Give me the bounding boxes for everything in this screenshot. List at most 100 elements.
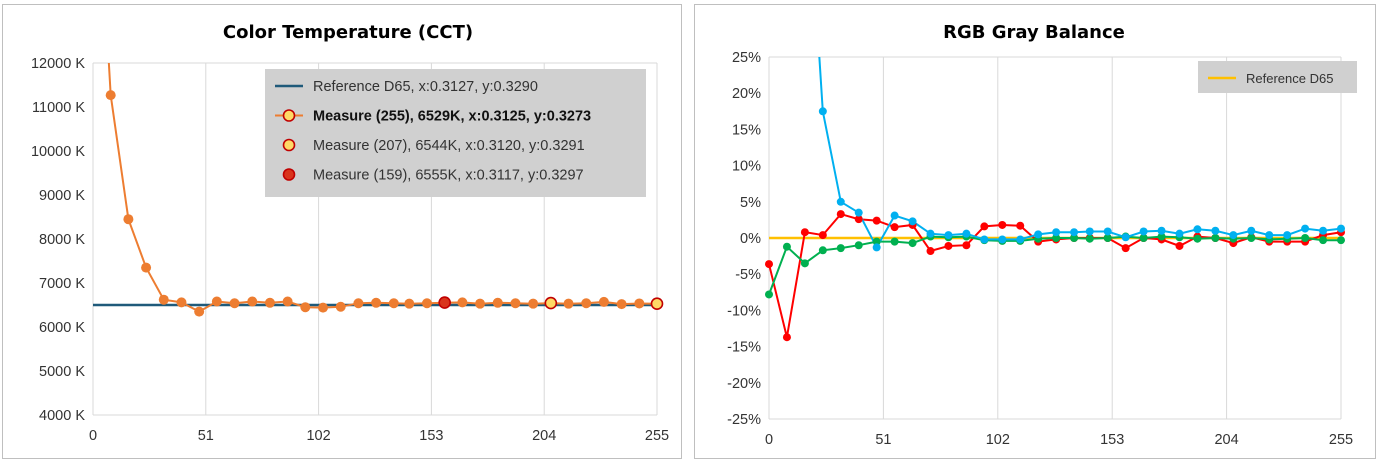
legend-label: Measure (159), 6555K, x:0.3117, y:0.3297: [313, 168, 584, 184]
data-point: [123, 214, 134, 225]
data-point: [1211, 226, 1220, 235]
highlight-point: [650, 297, 664, 311]
data-point: [1157, 232, 1166, 241]
y-tick-label: 10%: [732, 159, 761, 175]
data-point: [800, 259, 809, 268]
data-point: [998, 235, 1007, 244]
data-point: [998, 220, 1007, 229]
y-tick-label: -15%: [727, 340, 761, 356]
data-point: [1175, 241, 1184, 250]
data-point: [854, 215, 863, 224]
data-point: [1301, 234, 1310, 242]
x-tick-label: 153: [1100, 432, 1124, 448]
legend-label: Reference D65: [1246, 71, 1333, 86]
legend-marker: [282, 168, 296, 181]
rgb-chart-panel: RGB Gray Balance 0 51 102 153 204 255 -25% -20%…: [694, 4, 1376, 459]
y-tick-label: 7000 K: [39, 276, 85, 292]
x-tick-label: 0: [765, 432, 773, 448]
data-point: [908, 239, 917, 248]
data-point: [1337, 236, 1345, 245]
data-point: [457, 297, 468, 308]
legend-label: Measure (255), 6529K, x:0.3125, y:0.3273: [313, 109, 591, 125]
highlight-point: [544, 296, 558, 310]
data-point: [1247, 234, 1256, 242]
data-point: [872, 216, 881, 225]
data-point: [980, 235, 989, 244]
data-point: [1085, 227, 1094, 236]
data-point: [908, 217, 917, 226]
x-tick-label: 255: [645, 428, 669, 444]
data-point: [1016, 221, 1025, 230]
data-point: [818, 107, 827, 116]
x-tick-label: 51: [198, 428, 214, 444]
data-point: [404, 298, 415, 309]
data-point: [1193, 225, 1202, 234]
data-point: [890, 237, 899, 246]
data-point: [475, 298, 486, 309]
data-point: [872, 243, 881, 252]
data-point: [872, 237, 881, 246]
data-point: [141, 262, 152, 273]
data-point: [194, 306, 205, 317]
data-point: [1337, 224, 1345, 233]
data-point: [1016, 235, 1025, 244]
x-tick-label: 204: [532, 428, 556, 444]
data-point: [1085, 234, 1094, 243]
data-point: [782, 333, 791, 342]
data-point: [616, 299, 627, 310]
data-point: [211, 296, 222, 307]
y-tick-label: -20%: [727, 376, 761, 392]
data-point: [158, 294, 169, 305]
data-point: [371, 297, 382, 308]
data-point: [318, 302, 329, 313]
y-tick-label: 6000 K: [39, 320, 85, 336]
y-tick-label: 9000 K: [39, 188, 85, 204]
data-point: [1211, 234, 1220, 242]
data-point: [854, 241, 863, 250]
x-tick-label: 0: [89, 428, 97, 444]
x-tick-label: 102: [986, 432, 1010, 448]
y-tick-label: -25%: [727, 412, 761, 428]
data-point: [782, 242, 791, 251]
data-point: [836, 244, 845, 253]
y-tick-label: 5%: [740, 195, 761, 211]
data-point: [300, 302, 311, 313]
data-point: [962, 229, 971, 238]
data-point: [1301, 224, 1310, 233]
data-point: [229, 298, 240, 309]
data-point: [1247, 226, 1256, 235]
data-point: [528, 298, 539, 309]
data-point: [962, 241, 971, 250]
data-point: [800, 228, 809, 237]
data-point: [818, 246, 827, 255]
y-tick-label: 10000 K: [31, 144, 85, 160]
rgb-chart: RGB Gray Balance 0 51 102 153 204 255 -25% -20%…: [727, 22, 1357, 448]
data-point: [926, 229, 935, 238]
data-point: [1193, 234, 1202, 243]
y-tick-label: 4000 K: [39, 408, 85, 424]
data-point: [765, 290, 773, 299]
data-point: [176, 297, 187, 308]
y-tick-label: 15%: [732, 122, 761, 138]
data-point: [510, 298, 521, 309]
data-point: [765, 260, 773, 269]
data-point: [282, 296, 293, 307]
data-point: [1052, 228, 1061, 237]
data-point: [1175, 229, 1184, 238]
data-point: [353, 298, 364, 309]
x-tick-label: 51: [875, 432, 891, 448]
y-tick-label: -5%: [735, 267, 761, 283]
data-point: [1319, 226, 1328, 235]
legend-box: [265, 69, 646, 197]
x-tick-label: 102: [306, 428, 330, 444]
data-point: [944, 231, 953, 240]
data-point: [1121, 244, 1130, 253]
data-point: [980, 222, 989, 231]
y-tick-label: -10%: [727, 303, 761, 319]
data-point: [581, 298, 592, 309]
data-point: [1103, 227, 1112, 236]
data-point: [335, 301, 346, 312]
data-point: [836, 197, 845, 206]
data-point: [854, 208, 863, 217]
cct-chart: Color Temperature (CCT) 0 51 102 153 204 255 4…: [31, 22, 669, 444]
